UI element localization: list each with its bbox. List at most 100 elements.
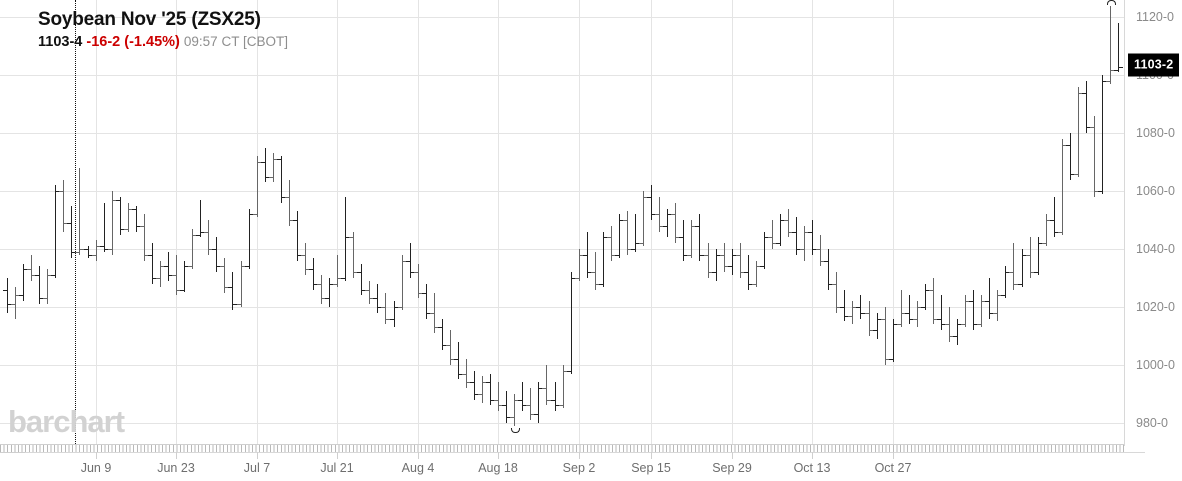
close-tick bbox=[209, 249, 213, 250]
open-tick bbox=[655, 214, 659, 215]
open-tick bbox=[567, 371, 571, 372]
price-plot-area[interactable] bbox=[0, 0, 1124, 446]
open-tick bbox=[615, 255, 619, 256]
date-axis-tick bbox=[96, 452, 97, 459]
ohlc-bar bbox=[611, 225, 612, 261]
date-axis-tick bbox=[257, 452, 258, 459]
ohlc-bar bbox=[925, 283, 926, 310]
open-tick bbox=[848, 316, 852, 317]
close-tick bbox=[427, 313, 431, 314]
open-tick bbox=[687, 255, 691, 256]
open-tick bbox=[937, 319, 941, 320]
barchart-watermark: barchart bbox=[8, 404, 125, 439]
date-axis-label: Oct 27 bbox=[874, 461, 912, 475]
close-tick bbox=[531, 414, 535, 415]
close-tick bbox=[411, 272, 415, 273]
ohlc-bar bbox=[740, 243, 741, 279]
open-tick bbox=[639, 243, 643, 244]
open-tick bbox=[510, 417, 514, 418]
close-tick bbox=[829, 284, 833, 285]
ohlc-bar bbox=[732, 249, 733, 276]
ohlc-bar bbox=[812, 220, 813, 255]
ohlc-bar bbox=[450, 330, 451, 365]
open-tick bbox=[269, 177, 273, 178]
close-tick bbox=[161, 266, 165, 267]
ohlc-bar bbox=[1062, 139, 1063, 235]
date-axis[interactable]: Jun 9 Jun 23 Jul 7 Jul 21 Aug 4 Aug 18 Sep 2 Se… bbox=[0, 452, 1182, 481]
ohlc-bar bbox=[1005, 266, 1006, 299]
ohlc-bar bbox=[909, 295, 910, 325]
close-tick bbox=[564, 371, 568, 372]
open-tick bbox=[486, 382, 490, 383]
ohlc-bar bbox=[530, 388, 531, 420]
open-tick bbox=[164, 266, 168, 267]
ohlc-bar bbox=[1022, 249, 1023, 287]
ohlc-bar bbox=[1078, 86, 1079, 177]
price-axis[interactable]: 980-01000-01020-01040-01060-01080-01100-… bbox=[1124, 0, 1182, 446]
ohlc-bar bbox=[1102, 75, 1103, 195]
open-tick bbox=[333, 284, 337, 285]
close-tick bbox=[523, 405, 527, 406]
close-tick bbox=[878, 319, 882, 320]
open-tick bbox=[478, 394, 482, 395]
close-tick bbox=[902, 313, 906, 314]
close-tick bbox=[72, 252, 76, 253]
close-tick bbox=[177, 290, 181, 291]
close-tick bbox=[974, 324, 978, 325]
ohlc-bar bbox=[39, 266, 40, 305]
close-tick bbox=[403, 261, 407, 262]
date-axis-tick bbox=[893, 452, 894, 459]
close-tick bbox=[193, 235, 197, 236]
ohlc-bar bbox=[15, 286, 16, 319]
close-tick bbox=[765, 237, 769, 238]
ohlc-bar bbox=[869, 301, 870, 336]
close-tick bbox=[378, 307, 382, 308]
open-tick bbox=[1106, 81, 1110, 82]
date-axis-label: Aug 18 bbox=[478, 461, 518, 475]
open-tick bbox=[51, 275, 55, 276]
close-tick bbox=[1095, 191, 1099, 192]
ohlc-bar bbox=[997, 289, 998, 322]
open-tick bbox=[301, 255, 305, 256]
ohlc-bar bbox=[1070, 133, 1071, 180]
open-tick bbox=[977, 324, 981, 325]
close-tick bbox=[491, 400, 495, 401]
ohlc-bar bbox=[555, 382, 556, 412]
open-tick bbox=[67, 223, 71, 224]
ohlc-bar bbox=[522, 382, 523, 412]
ohlc-bar bbox=[860, 295, 861, 319]
close-tick bbox=[435, 327, 439, 328]
close-tick bbox=[97, 246, 101, 247]
ohlc-bar bbox=[232, 272, 233, 310]
open-tick bbox=[309, 269, 313, 270]
close-tick bbox=[225, 287, 229, 288]
open-tick bbox=[285, 197, 289, 198]
close-tick bbox=[692, 226, 696, 227]
close-tick bbox=[620, 220, 624, 221]
ohlc-bar bbox=[708, 243, 709, 279]
ohlc-bar bbox=[200, 199, 201, 238]
quote-header: Soybean Nov '25 (ZSX25) 1103-4 -16-2 (-1… bbox=[38, 8, 288, 52]
open-tick bbox=[752, 284, 756, 285]
close-tick bbox=[837, 307, 841, 308]
open-tick bbox=[398, 307, 402, 308]
open-tick bbox=[1114, 70, 1118, 71]
price-axis-label: 1120-0 bbox=[1136, 10, 1174, 24]
open-tick bbox=[1074, 174, 1078, 175]
close-tick bbox=[1071, 174, 1075, 175]
ohlc-bar bbox=[804, 225, 805, 261]
close-tick bbox=[588, 272, 592, 273]
horizontal-gridline bbox=[0, 75, 1124, 76]
open-tick bbox=[293, 220, 297, 221]
open-tick bbox=[502, 405, 506, 406]
close-tick bbox=[483, 382, 487, 383]
close-tick bbox=[990, 313, 994, 314]
close-tick bbox=[1111, 70, 1115, 71]
horizontal-gridline bbox=[0, 307, 1124, 308]
close-tick bbox=[258, 162, 262, 163]
close-tick bbox=[346, 237, 350, 238]
open-tick bbox=[985, 301, 989, 302]
close-tick bbox=[636, 243, 640, 244]
ohlc-bar bbox=[466, 359, 467, 389]
close-tick bbox=[89, 255, 93, 256]
